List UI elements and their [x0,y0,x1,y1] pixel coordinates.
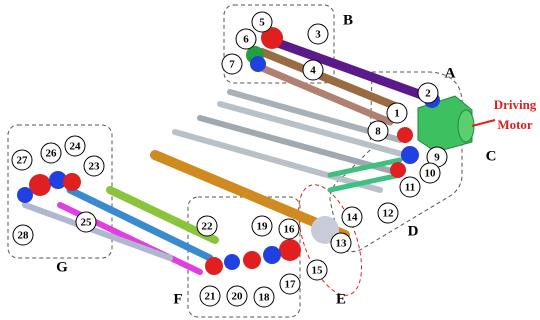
part-number: 14 [347,212,359,224]
part-number: 8 [375,126,381,138]
part-number: 22 [202,221,214,233]
gear [279,239,301,261]
mechanism-diagram: 1234567891011121314151617181920212223242… [0,0,540,320]
part-number: 17 [285,279,297,291]
group-letter: F [173,291,182,307]
group-letter: E [336,291,346,307]
part-number: 7 [229,59,235,71]
part-number: 15 [312,265,324,277]
group-letter: A [445,65,456,81]
part-number: 13 [336,238,348,250]
gear [224,254,240,270]
part-number: 5 [259,17,265,29]
part-number: 23 [89,161,101,173]
part-number: 11 [405,182,415,194]
motor-label: Motor [497,117,533,132]
group-letter: G [56,259,68,275]
group-letter: B [343,12,353,28]
part-number: 2 [425,88,431,100]
part-number: 4 [310,65,316,77]
gear [263,246,281,264]
motor-label: Driving [494,97,537,112]
motor-face [458,110,474,142]
part-number: 12 [383,208,395,220]
gear [63,173,81,191]
part-number: 27 [17,155,29,167]
gear [17,187,33,203]
part-number: 21 [205,291,216,303]
part-number: 3 [315,29,321,41]
part-number: 26 [46,148,58,160]
gear [205,257,223,275]
part-number: 1 [394,108,400,120]
shafts [25,42,430,272]
gear [250,56,266,72]
group-letter: C [486,148,497,164]
gear [243,251,261,269]
part-number: 28 [18,230,30,242]
motor-arrow [472,120,495,126]
part-number: 18 [259,292,271,304]
part-number: 25 [81,217,93,229]
gear [397,127,413,143]
part-number: 6 [243,34,249,46]
part-number: 9 [434,152,440,164]
gear [401,146,419,164]
part-number: 10 [425,168,437,180]
gear [390,162,406,178]
part-number: 16 [284,224,296,236]
part-number: 19 [257,221,269,233]
part-number: 24 [70,141,82,153]
group-letter: D [408,223,419,239]
part-number: 20 [232,291,244,303]
